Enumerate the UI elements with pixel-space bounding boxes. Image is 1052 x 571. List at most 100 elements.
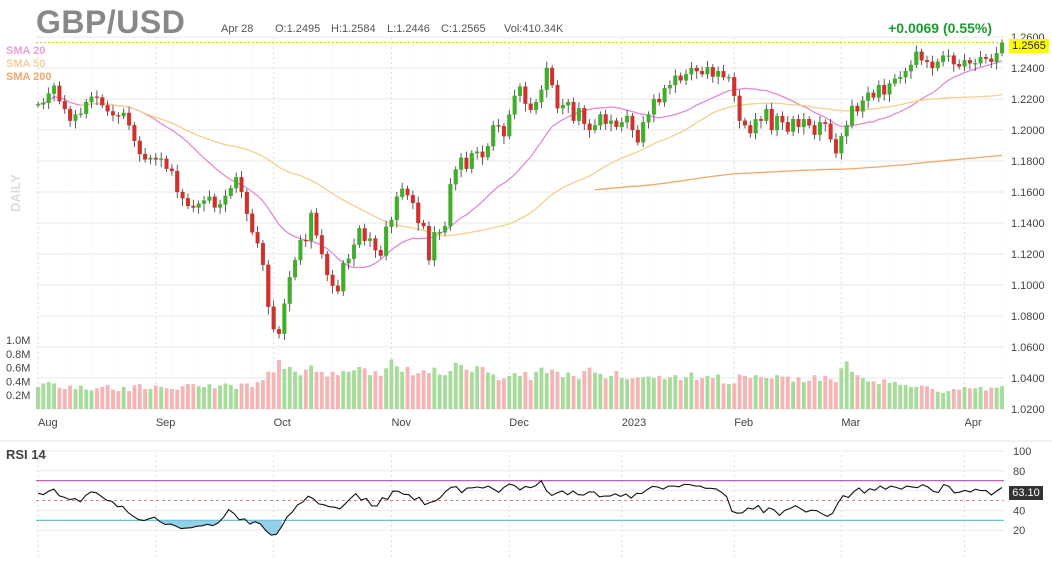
volume-bar xyxy=(287,366,292,409)
volume-bar xyxy=(448,371,453,409)
volume-bar xyxy=(491,374,496,409)
volume-bar xyxy=(855,375,860,409)
candle-body xyxy=(833,139,839,154)
volume-bar xyxy=(898,384,903,409)
candle-body xyxy=(282,303,287,334)
candle-body xyxy=(689,67,694,75)
volume-bar xyxy=(892,382,897,409)
candle-body xyxy=(89,96,94,103)
y-tick-label: 1.2200 xyxy=(1011,94,1045,106)
candle-body xyxy=(796,119,801,128)
volume-bar xyxy=(689,372,694,409)
candle-body xyxy=(373,238,378,251)
x-tick-label: Feb xyxy=(734,417,753,429)
volume-bar xyxy=(282,368,287,409)
candle-body xyxy=(127,112,132,126)
y-tick-label: 1.2000 xyxy=(1011,125,1045,137)
candle-body xyxy=(73,114,78,121)
candle-body xyxy=(694,67,699,72)
volume-bar xyxy=(250,386,255,409)
candle-body xyxy=(721,70,726,78)
rsi-line xyxy=(37,479,1003,536)
volume-bar xyxy=(46,382,51,409)
ohlc-volume: Vol:410.34K xyxy=(504,23,564,35)
candle-body xyxy=(812,125,817,135)
candle-body xyxy=(935,61,940,69)
candle-body xyxy=(121,112,126,117)
candle-body xyxy=(630,115,635,131)
legend-sma20[interactable]: SMA 20 xyxy=(6,45,46,57)
candle-body xyxy=(994,52,999,62)
candle-body xyxy=(898,77,903,80)
candle-body xyxy=(823,122,828,124)
volume-bar xyxy=(523,371,528,409)
candle-body xyxy=(560,105,565,109)
volume-bar xyxy=(368,375,372,409)
candle-body xyxy=(416,202,421,224)
last-rsi-tag: 63.10 xyxy=(1009,486,1043,500)
candle-body xyxy=(105,105,110,112)
y-tick-label: 1.0200 xyxy=(1011,404,1045,416)
candle-body xyxy=(100,97,105,106)
volume-bar xyxy=(41,383,46,409)
volume-bar xyxy=(973,388,978,409)
volume-bar xyxy=(186,384,190,409)
volume-bar xyxy=(153,385,158,409)
candle-body xyxy=(871,92,876,98)
volume-bar xyxy=(36,386,40,409)
volume-bar xyxy=(560,377,565,409)
candle-body xyxy=(175,170,180,193)
volume-bar xyxy=(834,382,838,409)
candle-body xyxy=(625,115,630,123)
volume-bar xyxy=(550,369,555,409)
candle-body xyxy=(287,277,292,304)
y-tick-label: 1.2400 xyxy=(1011,63,1045,75)
volume-bar xyxy=(410,375,415,409)
volume-bar xyxy=(544,373,549,409)
candle-body xyxy=(448,184,453,227)
x-tick-label: 2023 xyxy=(622,417,646,429)
volume-bar xyxy=(967,388,972,409)
candle-body xyxy=(860,100,865,112)
volume-bar xyxy=(571,375,576,409)
volume-bar xyxy=(400,371,405,409)
rsi-layer xyxy=(36,479,1004,536)
legend-sma50[interactable]: SMA 50 xyxy=(6,58,46,70)
volume-bar xyxy=(978,386,983,409)
ohlc-open: O:1.2495 xyxy=(275,23,321,35)
volume-bar xyxy=(989,387,994,409)
volume-bar xyxy=(121,386,126,409)
candle-body xyxy=(421,222,426,227)
candle-body xyxy=(442,225,448,233)
candle-body xyxy=(635,129,640,143)
candle-body xyxy=(464,157,469,169)
candle-body xyxy=(866,92,871,101)
candle-body xyxy=(35,104,41,106)
legend-sma200[interactable]: SMA 200 xyxy=(6,71,52,83)
candle-body xyxy=(550,67,555,86)
candle-body xyxy=(903,70,908,78)
candle-body xyxy=(582,108,587,124)
volume-bar xyxy=(218,385,223,409)
candle-body xyxy=(180,191,185,199)
volume-bar xyxy=(775,375,779,409)
candle-body xyxy=(298,239,303,261)
volume-bar xyxy=(298,375,303,409)
candle-body xyxy=(571,101,576,121)
volume-bar xyxy=(721,383,726,409)
candle-body xyxy=(592,125,598,131)
volume-bar xyxy=(362,368,367,409)
volume-bar xyxy=(598,373,603,409)
candle-body xyxy=(351,244,357,259)
volume-bar xyxy=(464,369,469,409)
volume-bar xyxy=(539,367,544,409)
candle-body xyxy=(978,57,983,64)
volume-bar xyxy=(737,374,742,409)
candle-body xyxy=(266,264,271,307)
candle-body xyxy=(678,75,683,81)
volume-bar xyxy=(614,371,619,409)
candle-body xyxy=(962,60,967,67)
rsi-tick-label: 80 xyxy=(1013,466,1025,478)
x-tick-label: Nov xyxy=(391,417,411,429)
candle-body xyxy=(250,213,255,233)
